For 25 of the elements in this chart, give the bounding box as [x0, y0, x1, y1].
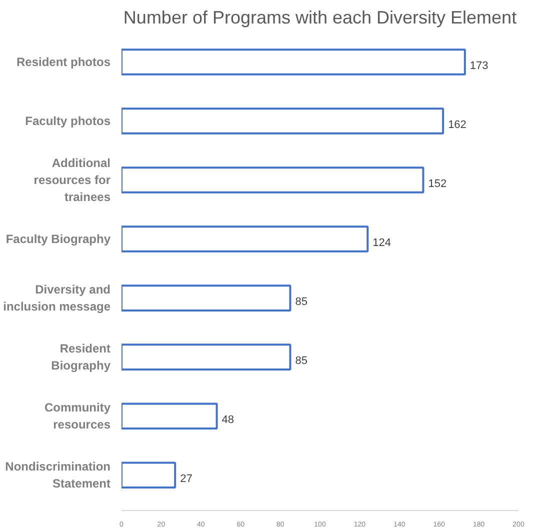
y-tick-label: Additional resources for trainees	[34, 156, 111, 204]
bar	[122, 402, 218, 430]
y-tick-label: Resident Biography	[51, 342, 111, 372]
bar	[122, 166, 424, 194]
bar	[122, 284, 292, 312]
bar	[122, 48, 466, 76]
y-tick-label: Diversity and inclusion message	[3, 282, 111, 314]
data-label: 85	[295, 355, 308, 368]
bar	[122, 108, 444, 134]
y-tick-label: Community resources	[44, 400, 111, 432]
bar	[122, 344, 292, 370]
y-tick-label: Faculty photos	[25, 114, 111, 128]
data-label: 152	[428, 178, 447, 190]
data-label: 85	[295, 296, 308, 308]
data-label: 124	[372, 237, 391, 250]
data-label: 48	[222, 414, 234, 426]
data-label: 173	[470, 60, 488, 72]
data-label: 27	[180, 473, 192, 486]
y-tick-label: Resident photos	[16, 55, 111, 70]
data-label: 162	[448, 119, 466, 132]
bar	[122, 462, 176, 488]
y-tick-label: Faculty Biography	[6, 232, 111, 246]
bar	[122, 226, 369, 252]
chart-title: Number of Programs with each Diversity Element	[123, 8, 517, 28]
y-tick-label: Nondiscrimination Statement	[5, 460, 111, 490]
